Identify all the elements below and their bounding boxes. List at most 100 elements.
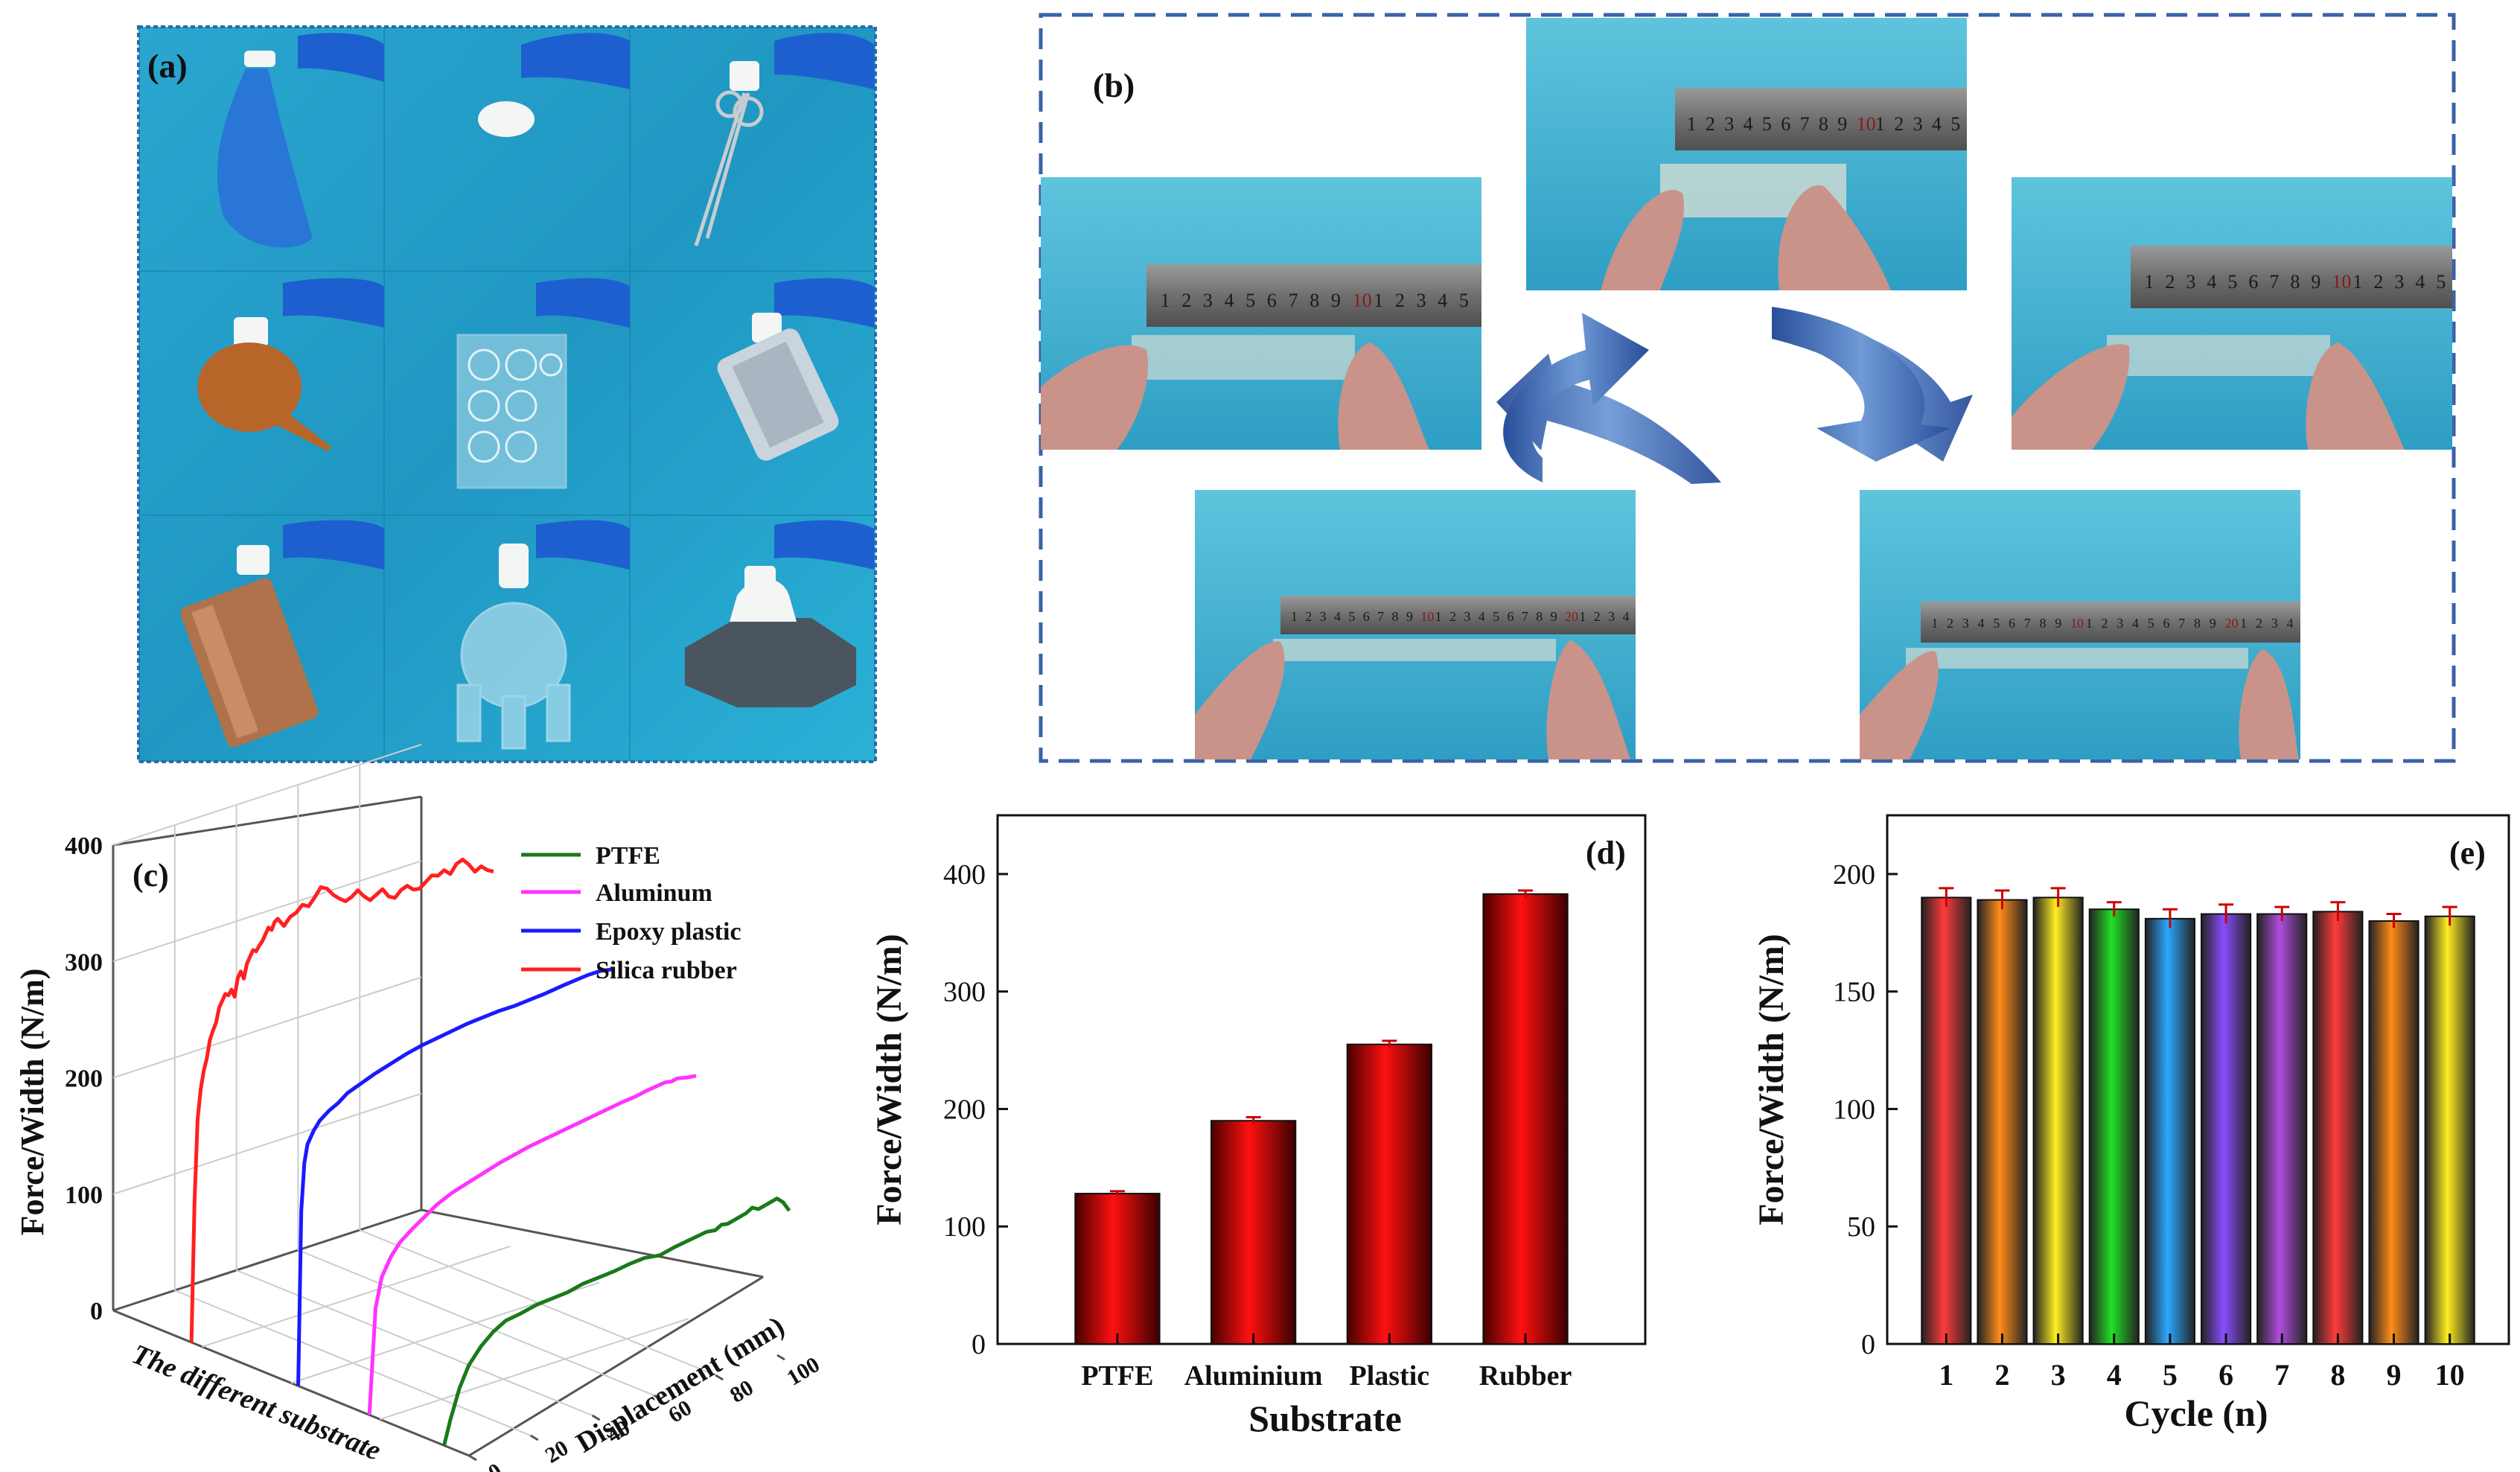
panel-e-label: (e) xyxy=(2449,835,2486,871)
ruler-tick-label: 4 xyxy=(1932,113,1942,135)
panel-c-xlabel: The different substrate xyxy=(128,1339,386,1467)
rubber-block xyxy=(685,579,856,707)
ruler-tick-label: 7 xyxy=(1522,609,1528,624)
ruler-tick-label: 2 xyxy=(1449,609,1456,624)
left-hand xyxy=(1601,190,1685,290)
ruler-tick-label: 20 xyxy=(2224,616,2238,631)
x-tick-label: 7 xyxy=(2274,1358,2289,1392)
hanging-glove xyxy=(217,68,313,248)
ruler-tick-label: 2 xyxy=(2256,616,2262,631)
ruler-tick-label: 3 xyxy=(1913,113,1923,135)
stretch-photo-right: 1 2 3 4 5 6 7 8 9 10 1 2 3 4 5 xyxy=(2012,177,2452,450)
x-tick-label: Aluminium xyxy=(1184,1360,1323,1392)
ruler-tick-label: 6 xyxy=(1363,609,1370,624)
ruler-tick-label: 9 xyxy=(1551,609,1557,624)
y-tick-label: 300 xyxy=(943,977,986,1008)
y-tick-label: 0 xyxy=(972,1329,986,1360)
ruler-tick-label: 3 xyxy=(2186,271,2195,293)
z-tick-label: 100 xyxy=(782,1352,824,1390)
ruler xyxy=(1675,88,1967,150)
panel-a-grid-lines xyxy=(140,28,874,760)
ruler-tick-label: 1 xyxy=(2086,616,2093,631)
ruler-tick-label: 3 xyxy=(1724,113,1734,135)
ruler-tick-label: 4 xyxy=(2286,616,2293,631)
ruler-tick-label: 2 xyxy=(2101,616,2108,631)
ruler-tick-label: 6 xyxy=(2163,616,2169,631)
panel-c-ylabel: Force/Width (N/m) xyxy=(14,969,51,1236)
legend-epoxy: Epoxy plastic xyxy=(596,918,741,946)
ruler-tick-label: 20 xyxy=(1565,609,1578,624)
y-tick-label: 200 xyxy=(1833,859,1875,890)
panel-e-y-ticks: 0 50 100 150 200 xyxy=(1833,859,1898,1360)
ruler-tick-label: 6 xyxy=(1507,609,1513,624)
panel-c-axes-box xyxy=(112,795,764,1457)
ruler-tick-label: 10 xyxy=(1857,113,1876,135)
ruler-tick-label: 2 xyxy=(1947,616,1953,631)
ruler-tick-label: 7 xyxy=(1289,290,1298,311)
z-tick xyxy=(715,1374,724,1381)
ruler-tick-label: 8 xyxy=(1310,290,1319,311)
y-tick-label: 400 xyxy=(943,859,986,890)
panel-e-x-ticks: 1 2 3 4 5 6 7 8 9 10 xyxy=(1939,1334,2465,1392)
ruler-tick-label: 5 xyxy=(1993,616,2000,631)
x-tick-label: 2 xyxy=(1994,1358,2009,1392)
panel-d-ylabel: Force/Width (N/m) xyxy=(870,934,909,1226)
ruler-tick-label: 2 xyxy=(1594,609,1601,624)
legend-aluminum: Aluminum xyxy=(596,879,712,907)
grid-line xyxy=(112,860,422,963)
glass-flask xyxy=(456,602,571,750)
y-tick-label: 100 xyxy=(65,1182,103,1209)
z-tick-label: 20 xyxy=(541,1436,573,1468)
series-line-epoxy-plastic xyxy=(296,967,613,1386)
x-tick-label: 8 xyxy=(2330,1358,2345,1392)
panel-e-ylabel: Force/Width (N/m) xyxy=(1752,934,1791,1226)
bar-ptfe xyxy=(1074,1193,1161,1345)
x-tick-label: 9 xyxy=(2387,1358,2402,1392)
ruler-tick-label: 1 xyxy=(1687,113,1697,135)
panel-e: 0 50 100 150 200 1 2 3 4 5 6 7 8 9 10 Force/Width (N/… xyxy=(1752,814,2510,1434)
ruler-tick-label: 1 xyxy=(1291,609,1298,624)
ruler-tick-label: 5 xyxy=(2148,616,2154,631)
ruler-tick-label: 1 xyxy=(1435,609,1442,624)
y-tick-label: 100 xyxy=(943,1211,986,1243)
panel-d-xlabel: Substrate xyxy=(1248,1398,1402,1439)
panel-c-label: (c) xyxy=(133,857,169,893)
stretch-photo-bottom-left: 1 2 3 4 5 6 7 8 9 10 1 2 3 4 5 6 7 8 9 20 1 2 3 4 xyxy=(1195,490,1636,759)
stretch-photo-bottom-right: 1 2 3 4 5 6 7 8 9 10 1 2 3 4 5 6 7 8 9 20 1 2 3 4 xyxy=(1860,490,2300,759)
z-tick-label: 0 xyxy=(484,1459,506,1472)
ruler-tick-label: 4 xyxy=(1334,609,1341,624)
panel-c-y-ticks: 0 100 200 300 400 xyxy=(65,832,103,1325)
x-tick-label: 4 xyxy=(2107,1358,2122,1392)
y-tick-label: 200 xyxy=(65,1065,103,1093)
ruler-tick-label: 5 xyxy=(1245,290,1255,311)
ruler-tick-label: 8 xyxy=(1391,609,1398,624)
series-line-ptfe xyxy=(442,1197,791,1446)
grid-line xyxy=(380,1318,689,1421)
ruler-tick-label: 2 xyxy=(1706,113,1715,135)
ruler-tick-label: 3 xyxy=(2271,616,2278,631)
ruler-tick-label: 5 xyxy=(1459,290,1469,311)
ruler-tick-label: 7 xyxy=(2269,271,2279,293)
ruler-tick-label: 3 xyxy=(1417,290,1426,311)
ruler-tick-label: 10 xyxy=(2070,616,2084,631)
stretch-photo-top: 1 2 3 4 5 6 7 8 9 10 1 2 3 4 5 xyxy=(1526,18,1967,290)
bar-7 xyxy=(2256,913,2308,1345)
panel-c-lines xyxy=(189,857,791,1446)
grid-line xyxy=(112,976,422,1079)
y-tick-label: 0 xyxy=(1861,1329,1875,1360)
ruler-tick-label: 8 xyxy=(2194,616,2201,631)
ruler-tick-label: 1 xyxy=(2352,271,2362,293)
stretch-photo-left: 1 2 3 4 5 6 7 8 9 10 1 2 3 4 5 xyxy=(1041,177,1481,450)
ruler-tick-label: 5 xyxy=(1348,609,1355,624)
ruler-tick-label: 8 xyxy=(1819,113,1828,135)
x-tick-label: 5 xyxy=(2163,1358,2178,1392)
bar-6 xyxy=(2201,913,2252,1345)
x-tick-label: 3 xyxy=(2051,1358,2066,1392)
ruler-tick-label: 10 xyxy=(1420,609,1434,624)
ruler-tick-label: 3 xyxy=(1608,609,1615,624)
panel-a-label: (a) xyxy=(147,47,188,85)
ruler-tick-label: 1 xyxy=(1161,290,1170,311)
